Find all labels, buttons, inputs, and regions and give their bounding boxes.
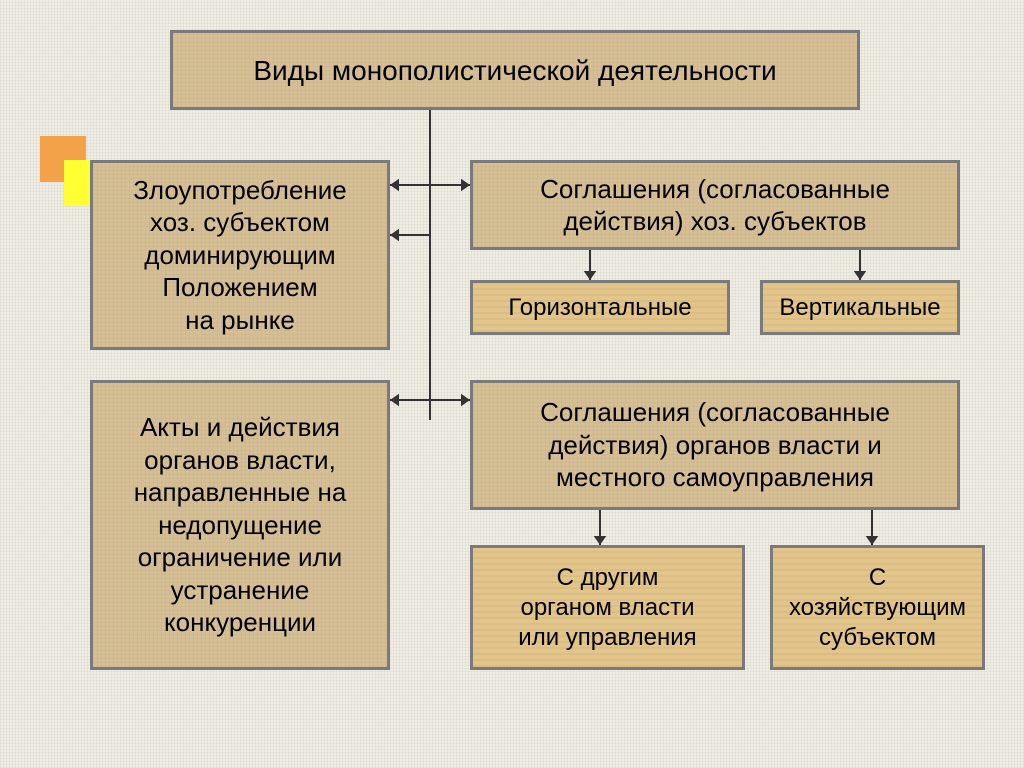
box-agreements-subjects: Соглашения (согласованныедействия) хоз. …: [470, 160, 960, 250]
title-text: Виды монополистической деятельности: [253, 53, 776, 88]
title-box: Виды монополистической деятельности: [170, 30, 860, 110]
box-vert-text: Вертикальные: [779, 293, 940, 323]
box-vertical: Вертикальные: [760, 280, 960, 335]
box-agr-subj-text: Соглашения (согласованныедействия) хоз. …: [540, 173, 890, 238]
box-horizontal: Горизонтальные: [470, 280, 730, 335]
box-other-auth-text: С другиморганом властиили управления: [518, 563, 696, 653]
box-econ-subj-text: Схозяйствующимсубъектом: [789, 563, 966, 653]
box-with-economic-subject: Схозяйствующимсубъектом: [770, 545, 985, 670]
box-acts-authorities: Акты и действияорганов власти,направленн…: [90, 380, 390, 670]
box-acts-text: Акты и действияорганов власти,направленн…: [134, 411, 347, 639]
box-horiz-text: Горизонтальные: [508, 293, 691, 323]
box-with-other-authority: С другиморганом властиили управления: [470, 545, 745, 670]
box-agreements-authorities: Соглашения (согласованныедействия) орган…: [470, 380, 960, 510]
box-agr-auth-text: Соглашения (согласованныедействия) орган…: [540, 396, 890, 494]
box-abuse-text: Злоупотреблениехоз. субъектомдоминирующи…: [133, 174, 347, 337]
diagram-canvas: Виды монополистической деятельности Злоу…: [0, 0, 1024, 768]
box-abuse-dominant: Злоупотреблениехоз. субъектомдоминирующи…: [90, 160, 390, 350]
